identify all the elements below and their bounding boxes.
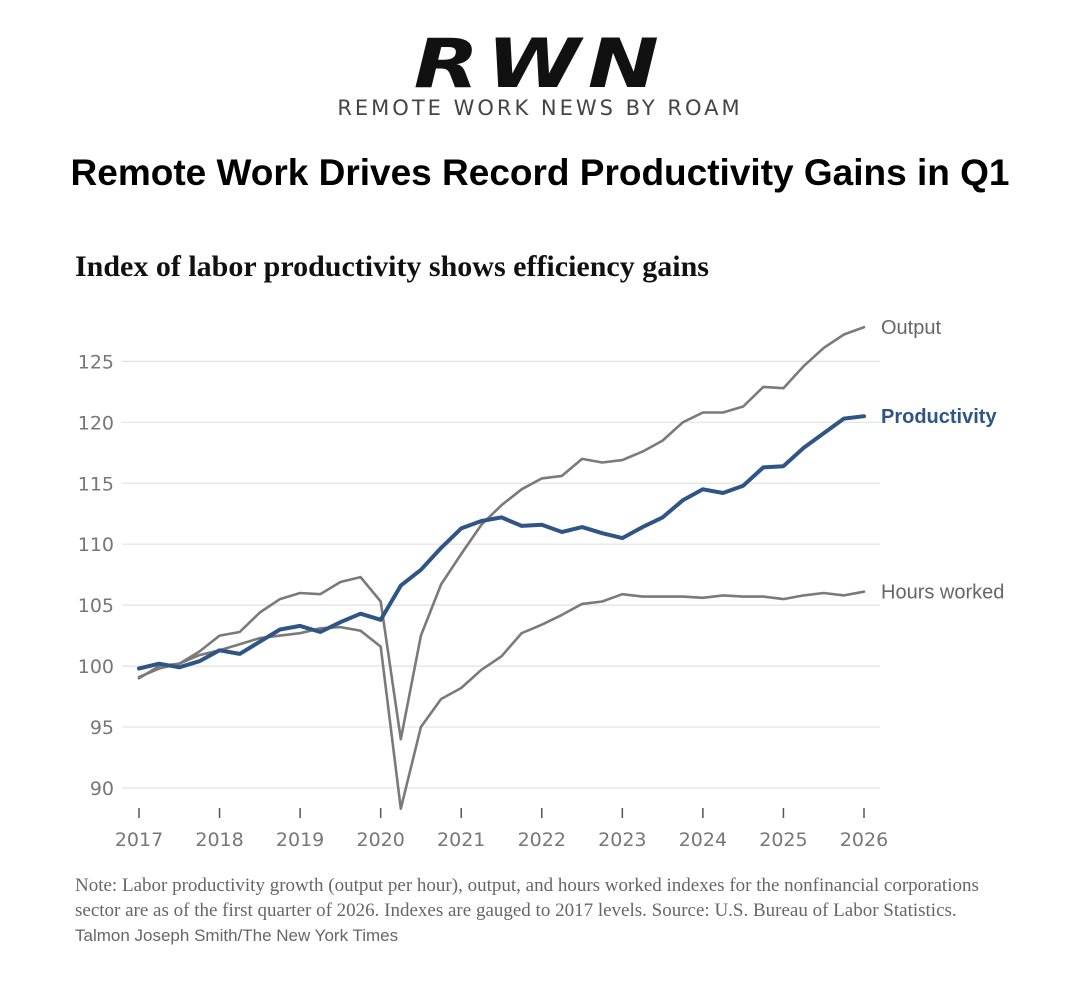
y-tick-label-110: 110: [78, 534, 114, 556]
rwn-logo: RWN: [414, 32, 667, 92]
y-tick-label-125: 125: [78, 351, 114, 373]
series-line-output: [137, 325, 866, 741]
y-tick-label-115: 115: [78, 473, 114, 495]
y-axis: 90 95 100 105 110 115 120 125: [78, 351, 114, 800]
x-axis: 2017 2018 2019 2020 2021 2022 2023 2024 2025 2026: [115, 808, 888, 851]
y-tick-label-95: 95: [90, 717, 114, 739]
x-tick-label-2020: 2020: [356, 829, 404, 851]
series-label-productivity: Productivity: [881, 406, 997, 428]
x-tick-label-2025: 2025: [759, 829, 807, 851]
series-labels: Output Hours worked Productivity: [881, 317, 1004, 604]
y-tick-label-105: 105: [78, 595, 114, 617]
series-lines: [137, 325, 866, 811]
x-tick-label-2021: 2021: [437, 829, 485, 851]
x-tick-label-2017: 2017: [115, 829, 163, 851]
grid-lines: [122, 360, 880, 789]
x-tick-label-2022: 2022: [518, 829, 566, 851]
series-label-output: Output: [881, 317, 941, 339]
x-tick-label-2023: 2023: [598, 829, 646, 851]
y-tick-label-90: 90: [90, 778, 114, 800]
y-tick-label-100: 100: [78, 656, 114, 678]
chart-title: Index of labor productivity shows effici…: [75, 250, 709, 283]
y-tick-label-120: 120: [78, 412, 114, 434]
series-line-hours-worked: [137, 590, 866, 811]
series-label-hours-worked: Hours worked: [881, 582, 1004, 604]
tagline: REMOTE WORK NEWS BY ROAM: [337, 96, 743, 120]
x-tick-label-2018: 2018: [195, 829, 243, 851]
headline: Remote Work Drives Record Productivity G…: [70, 152, 1010, 193]
x-tick-label-2026: 2026: [840, 829, 888, 851]
x-tick-label-2019: 2019: [276, 829, 324, 851]
series-line-productivity: [137, 414, 866, 671]
chart-note: Note: Labor productivity growth (output …: [75, 873, 1005, 948]
note-text: Note: Labor productivity growth (output …: [75, 875, 979, 921]
logo-text: RWN: [414, 32, 667, 92]
x-tick-label-2024: 2024: [679, 829, 727, 851]
note-credit: Talmon Joseph Smith/The New York Times: [75, 926, 399, 945]
